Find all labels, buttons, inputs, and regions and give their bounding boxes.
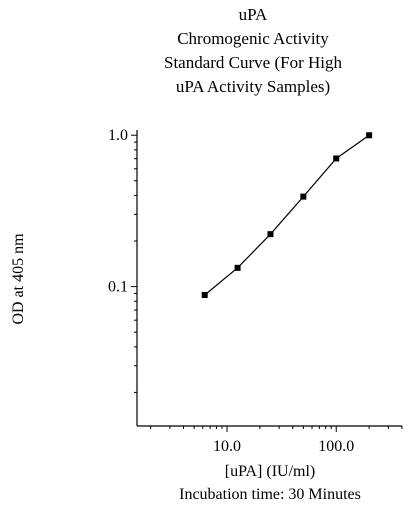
data-point	[366, 132, 373, 139]
chart-title-line: uPA	[239, 5, 268, 24]
x-tick-label: 10.0	[213, 438, 241, 455]
x-axis-note: Incubation time: 30 Minutes	[179, 486, 361, 503]
data-point	[333, 155, 340, 162]
series-line	[204, 134, 370, 296]
x-axis-label: [uPA] (IU/ml)	[225, 463, 316, 480]
data-point	[267, 231, 274, 238]
data-series	[201, 132, 373, 298]
y-tick-label: 0.1	[108, 279, 128, 296]
data-point	[201, 292, 208, 298]
x-tick-label: 100.0	[318, 438, 354, 455]
y-axis-label: OD at 405 nm	[10, 233, 27, 325]
chart-title-line: Standard Curve (For High	[164, 53, 343, 72]
ticks: 10.0 100.0 0.1 1.0	[108, 127, 403, 455]
y-tick-label: 1.0	[108, 127, 128, 144]
axes	[136, 130, 402, 427]
chart-title: uPA Chromogenic Activity Standard Curve (F…	[164, 5, 343, 96]
data-point	[300, 193, 307, 200]
chart-title-line: Chromogenic Activity	[177, 29, 329, 48]
data-point	[234, 264, 241, 271]
chart-title-line: uPA Activity Samples)	[176, 77, 330, 96]
